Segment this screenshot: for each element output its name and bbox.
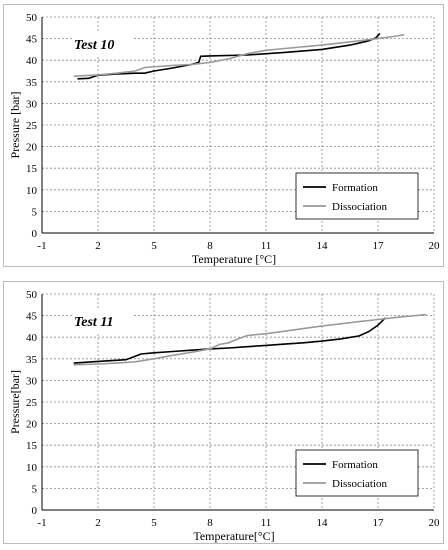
title-backdrop	[72, 33, 132, 55]
y-tick-label: 45	[26, 311, 38, 323]
x-tick-label: -1	[37, 240, 46, 252]
y-axis-label: Pressure [bar]	[8, 92, 22, 159]
y-tick-label: 40	[26, 332, 38, 344]
series-line-dissociation	[73, 33, 405, 77]
x-tick-label: 14	[317, 240, 329, 252]
x-tick-label: 17	[373, 517, 385, 529]
y-tick-label: 30	[26, 375, 38, 387]
x-tick-label: 8	[207, 517, 213, 529]
x-tick-label: 2	[95, 517, 101, 529]
y-tick-label: 35	[26, 354, 38, 366]
chart-title: Test 11	[74, 315, 114, 330]
y-tick-label: 20	[26, 142, 38, 154]
x-tick-label: 11	[261, 517, 272, 529]
x-tick-label: 20	[429, 517, 441, 529]
y-tick-label: 50	[26, 12, 38, 24]
legend-label-formation: Formation	[332, 459, 378, 471]
x-tick-label: 14	[317, 517, 329, 529]
title-backdrop	[72, 310, 132, 332]
legend-label-dissociation: Dissociation	[332, 478, 387, 490]
y-tick-label: 10	[26, 462, 38, 474]
y-tick-label: 0	[32, 228, 38, 240]
y-tick-label: 10	[26, 185, 38, 197]
series-line-dissociation	[73, 313, 427, 366]
y-tick-label: 40	[26, 55, 38, 67]
chart-panel-test-11: 0 5 10 15 20 25 30 35 40 45 50 -1 2 5 8 11 14 17 20 Tempera…	[3, 281, 444, 544]
x-tick-label: 11	[261, 240, 272, 252]
y-tick-label: 50	[26, 289, 38, 301]
y-tick-label: 15	[26, 163, 38, 175]
legend-box	[295, 449, 419, 497]
y-tick-label: 45	[26, 34, 38, 46]
legend-label-formation: Formation	[332, 182, 378, 194]
x-tick-label: 5	[151, 240, 157, 252]
x-tick-label: 20	[429, 240, 441, 252]
x-tick-label: 5	[151, 517, 157, 529]
x-tick-label: 8	[207, 240, 213, 252]
y-tick-label: 0	[32, 505, 38, 517]
series-line-formation	[73, 317, 387, 364]
x-tick-label: -1	[37, 517, 46, 529]
x-tick-label: 17	[373, 240, 385, 252]
chart-title: Test 10	[74, 38, 114, 53]
x-axis-label: Temperature[°C]	[193, 529, 274, 543]
y-tick-label: 30	[26, 98, 38, 110]
chart-panel-test-10: 0 5 10 15 20 25 30 35 40 45 50 -1 2 5 8 11 14 17 20 Tempera…	[3, 4, 444, 267]
y-tick-label: 35	[26, 77, 38, 89]
y-tick-label: 5	[32, 206, 38, 218]
y-tick-label: 25	[26, 397, 38, 409]
y-tick-label: 15	[26, 440, 38, 452]
legend-label-dissociation: Dissociation	[332, 201, 387, 213]
x-tick-label: 2	[95, 240, 101, 252]
y-tick-label: 5	[32, 483, 38, 495]
x-axis-label: Temperature [°C]	[192, 252, 276, 266]
legend-box	[295, 172, 419, 220]
y-axis-label: Pressure[bar]	[8, 370, 22, 434]
y-tick-label: 20	[26, 419, 38, 431]
y-tick-label: 25	[26, 120, 38, 132]
